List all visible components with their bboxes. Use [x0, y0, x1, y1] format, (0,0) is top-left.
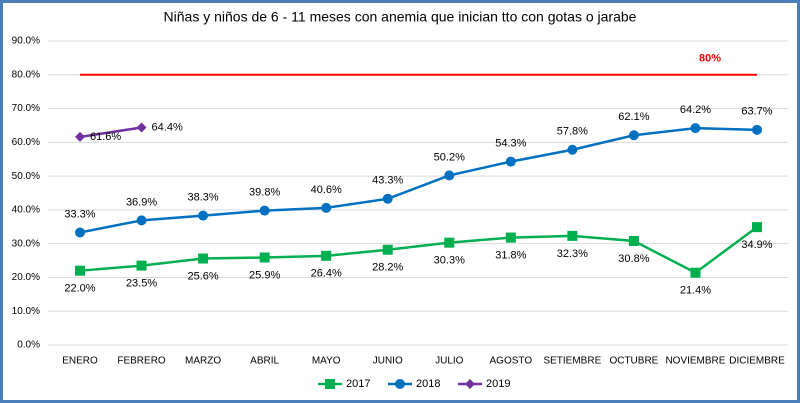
data-point: [259, 252, 270, 263]
data-label: 57.8%: [557, 126, 588, 138]
legend-label: 2018: [416, 378, 440, 390]
legend-marker: [395, 379, 405, 389]
data-label: 50.2%: [434, 151, 465, 163]
data-label: 64.4%: [152, 121, 183, 133]
data-label: 36.9%: [126, 196, 157, 208]
data-label: 34.9%: [741, 239, 772, 251]
data-label: 43.3%: [372, 175, 403, 187]
data-label: 31.8%: [495, 249, 526, 261]
data-label: 28.2%: [372, 262, 403, 274]
y-tick-label: 40.0%: [12, 205, 40, 216]
data-point: [136, 215, 147, 226]
data-label: 32.3%: [557, 248, 588, 260]
y-tick-label: 70.0%: [12, 103, 40, 114]
legend-marker: [465, 379, 475, 389]
data-label: 26.4%: [311, 268, 342, 280]
x-tick-label: ENERO: [62, 356, 98, 367]
data-label: 64.2%: [680, 104, 711, 116]
x-tick-label: OCTUBRE: [609, 356, 658, 367]
data-point: [505, 232, 516, 243]
data-label: 25.6%: [187, 270, 218, 282]
data-point: [690, 123, 701, 134]
data-point: [444, 170, 455, 181]
y-tick-label: 90.0%: [12, 36, 40, 47]
x-tick-label: JUNIO: [373, 356, 403, 367]
data-point: [628, 130, 639, 141]
legend-marker: [325, 379, 335, 389]
data-point: [75, 131, 85, 142]
data-point: [321, 202, 332, 213]
data-point: [752, 222, 762, 233]
legend-label: 2017: [346, 378, 370, 390]
data-label: 25.9%: [249, 269, 280, 281]
x-tick-label: MAYO: [312, 356, 341, 367]
data-point: [198, 253, 209, 264]
data-label: 63.7%: [741, 106, 772, 118]
data-point: [690, 267, 701, 278]
data-label: 22.0%: [64, 283, 95, 295]
x-tick-label: ABRIL: [250, 356, 279, 367]
data-point: [198, 210, 209, 221]
data-label: 21.4%: [680, 285, 711, 297]
x-tick-label: NOVIEMBRE: [665, 356, 725, 367]
data-label: 38.3%: [187, 192, 218, 204]
x-tick-label: MARZO: [185, 356, 221, 367]
data-label: 30.3%: [434, 255, 465, 267]
chart-title: Niñas y niños de 6 - 11 meses con anemia…: [164, 9, 637, 25]
data-label: 62.1%: [618, 111, 649, 123]
y-tick-label: 80.0%: [12, 69, 40, 80]
series-line: [79, 126, 142, 139]
data-point: [752, 124, 762, 135]
y-tick-label: 30.0%: [12, 238, 40, 249]
y-tick-label: 60.0%: [12, 137, 40, 148]
data-point: [259, 205, 270, 216]
data-point: [567, 144, 578, 155]
series-line: [79, 226, 758, 275]
y-tick-label: 0.0%: [17, 340, 40, 351]
data-label: 54.3%: [495, 137, 526, 149]
reference-label: 80%: [699, 53, 721, 65]
x-tick-label: DICIEMBRE: [729, 356, 785, 367]
legend-label: 2019: [486, 378, 510, 390]
data-point: [567, 230, 578, 241]
data-point: [382, 244, 393, 255]
data-point: [136, 260, 147, 271]
y-tick-label: 20.0%: [12, 272, 40, 283]
x-tick-label: JULIO: [435, 356, 464, 367]
data-label: 40.6%: [311, 184, 342, 196]
x-tick-label: FEBRERO: [117, 356, 166, 367]
data-point: [75, 227, 85, 238]
x-tick-label: AGOSTO: [490, 356, 533, 367]
data-point: [505, 156, 516, 167]
data-point: [444, 237, 455, 248]
data-point: [382, 193, 393, 204]
y-tick-label: 50.0%: [12, 171, 40, 182]
data-label: 23.5%: [126, 278, 157, 290]
data-point: [136, 122, 147, 133]
data-point: [628, 235, 639, 246]
data-label: 39.8%: [249, 186, 280, 198]
y-tick-label: 10.0%: [12, 306, 40, 317]
data-point: [321, 250, 332, 261]
data-label: 30.8%: [618, 253, 649, 265]
x-tick-label: SETIEMBRE: [543, 356, 601, 367]
data-label: 33.3%: [64, 208, 95, 220]
data-label: 61.6%: [90, 131, 121, 143]
data-point: [75, 265, 85, 276]
series-line: [79, 126, 758, 234]
